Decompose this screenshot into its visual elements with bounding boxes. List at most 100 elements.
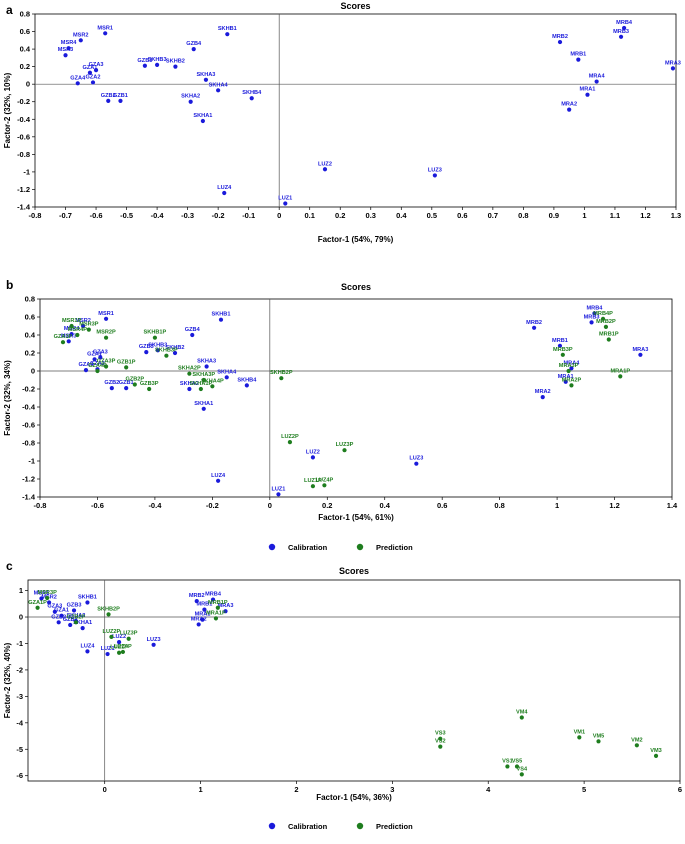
data-point-calibration-skha3-b bbox=[204, 364, 209, 369]
data-point-prediction-luz1p-b bbox=[310, 484, 316, 489]
point-label-gza4-a: GZA4 bbox=[70, 75, 86, 81]
point-label-mrb1-a: MRB1 bbox=[570, 52, 586, 58]
point-label-skhb3p-b: SKHB3P bbox=[155, 348, 178, 354]
y-tick-label-b: -1.4 bbox=[22, 493, 36, 502]
point-label-mra4-b: MRA4 bbox=[564, 360, 581, 366]
legend-label-prediction-c: Prediction bbox=[376, 822, 413, 831]
point-label-msr3-b: MSR3 bbox=[61, 333, 77, 339]
data-point-calibration-gza3-c bbox=[52, 609, 57, 614]
data-point-calibration-mrb1-c bbox=[202, 607, 207, 612]
point-label-skhb1p-b: SKHB1P bbox=[144, 330, 167, 336]
point-label-gzb3-b: GZB3 bbox=[139, 344, 154, 350]
x-tick-label-c: 6 bbox=[678, 785, 682, 794]
point-label-skha3p-b: SKHA3P bbox=[192, 372, 215, 378]
point-label-skha1p-b: SKHA1P bbox=[190, 381, 213, 387]
point-label-gza3p-b: GZA3P bbox=[97, 359, 116, 365]
point-label-mrb3-b: MRB3 bbox=[584, 314, 600, 320]
x-tick-label-c: 4 bbox=[486, 785, 491, 794]
point-label-msr2-a: MSR2 bbox=[73, 32, 89, 38]
data-point-calibration-mrb4-c bbox=[210, 597, 216, 602]
point-label-mrb3-a: MRB3 bbox=[613, 29, 629, 35]
x-tick-label-a: -0.7 bbox=[59, 211, 72, 220]
data-point-calibration-skhb1-b bbox=[218, 317, 224, 322]
point-label-mra3-b: MRA3 bbox=[632, 347, 648, 353]
y-tick-label-b: -0.6 bbox=[22, 421, 35, 430]
data-point-prediction-msr4p-b bbox=[75, 332, 80, 338]
data-point-calibration-skhb1-a bbox=[225, 32, 230, 37]
point-label-skhb1-b: SKHB1 bbox=[211, 312, 230, 318]
data-point-calibration-msr1-b bbox=[103, 316, 109, 321]
data-point-calibration-mra3-c bbox=[223, 609, 228, 614]
point-label-skhb2p-c: SKHB2P bbox=[97, 606, 120, 612]
point-label-gzb1-a: GZB1 bbox=[113, 93, 128, 99]
point-label-mra3-c: MRA3 bbox=[218, 603, 234, 609]
x-tick-label-c: 1 bbox=[199, 785, 203, 794]
data-point-calibration-gza4-a bbox=[75, 81, 80, 86]
point-label-gzb1-b: GZB1 bbox=[119, 380, 134, 386]
data-point-prediction-vs5-c bbox=[514, 764, 520, 769]
point-label-gza4-b: GZA4 bbox=[79, 362, 95, 368]
data-point-calibration-msr2-a bbox=[78, 38, 83, 43]
data-point-calibration-gzb4-b bbox=[190, 332, 195, 338]
x-tick-label-c: 0 bbox=[103, 785, 107, 794]
point-label-gzb3p-b: GZB3P bbox=[140, 381, 159, 387]
data-point-calibration-skhb3-a bbox=[154, 62, 160, 67]
x-tick-label-a: -0.2 bbox=[212, 211, 225, 220]
data-point-prediction-mra2p-b bbox=[569, 383, 574, 388]
y-tick-label-a: -0.6 bbox=[17, 132, 30, 141]
x-tick-label-b: 1 bbox=[555, 501, 559, 510]
data-point-calibration-msr3-a bbox=[63, 53, 68, 58]
point-label-mrb4-a: MRB4 bbox=[616, 20, 633, 26]
data-point-calibration-msr3-b bbox=[66, 339, 71, 344]
point-label-mrb4-c: MRB4 bbox=[205, 592, 222, 598]
data-point-calibration-luz3-a bbox=[432, 173, 437, 178]
point-label-mrb4p-b: MRB4P bbox=[593, 311, 613, 317]
point-label-vm4-c: VM4 bbox=[516, 710, 528, 716]
data-point-prediction-vm1-c bbox=[577, 735, 582, 740]
point-label-gzb1-c: GZB1 bbox=[63, 617, 78, 623]
x-tick-label-a: 0.2 bbox=[335, 211, 345, 220]
data-point-calibration-mra2-c bbox=[196, 622, 201, 627]
data-point-calibration-luz2-a bbox=[322, 167, 328, 172]
legend-label-calibration-c: Calibration bbox=[288, 822, 328, 831]
data-point-calibration-mra2-b bbox=[540, 395, 545, 400]
data-point-calibration-mrb4-b bbox=[592, 311, 597, 316]
data-point-prediction-mra3p-b bbox=[566, 368, 571, 374]
point-label-luz2-b: LUZ2 bbox=[306, 449, 320, 455]
data-point-calibration-luz2-b bbox=[310, 455, 316, 460]
point-label-gza1-a: GZA1 bbox=[82, 65, 97, 71]
point-label-skha2-b: SKHA2 bbox=[180, 381, 199, 387]
data-point-prediction-mrb1p-c bbox=[215, 605, 220, 610]
point-label-mra2p-b: MRA2P bbox=[562, 377, 582, 383]
data-point-calibration-luz1-c bbox=[105, 651, 110, 657]
data-point-prediction-gza1p-b bbox=[60, 340, 66, 345]
data-point-calibration-gzb2-b bbox=[109, 386, 114, 391]
point-label-skhb4-a: SKHB4 bbox=[242, 90, 262, 96]
point-label-luz4p-c: LUZ4P bbox=[114, 644, 132, 650]
data-point-calibration-gzb3-b bbox=[144, 350, 149, 355]
point-label-mra3p-b: MRA3P bbox=[559, 363, 579, 369]
x-tick-label-c: 2 bbox=[294, 785, 298, 794]
data-point-prediction-luz1p-c bbox=[116, 650, 122, 655]
x-tick-label-b: -0.8 bbox=[34, 501, 47, 510]
point-label-mra2-a: MRA2 bbox=[561, 102, 577, 108]
point-label-luz2-a: LUZ2 bbox=[318, 161, 332, 167]
point-label-gzb2p-b: GZB2P bbox=[125, 377, 144, 383]
data-point-calibration-skha2-a bbox=[188, 99, 193, 104]
point-label-luz3p-c: LUZ3P bbox=[120, 631, 138, 637]
legend-marker-calibration-b bbox=[268, 543, 276, 551]
point-label-mrb2-c: MRB2 bbox=[189, 593, 205, 599]
x-tick-label-c: 5 bbox=[582, 785, 586, 794]
y-tick-label-b: -1 bbox=[28, 457, 35, 466]
y-tick-label-c: -6 bbox=[16, 771, 23, 780]
data-point-calibration-mrb2-b bbox=[532, 325, 537, 330]
x-axis-label-c: Factor-1 (54%, 36%) bbox=[316, 793, 392, 802]
data-point-calibration-mra4-a bbox=[594, 79, 599, 84]
y-axis-label-a: Factor-2 (32%, 10%) bbox=[3, 72, 12, 148]
data-point-calibration-gzb1-b bbox=[124, 386, 129, 391]
data-point-calibration-msr1-a bbox=[103, 31, 108, 36]
point-label-msr3p-c: MSR3P bbox=[38, 590, 58, 596]
point-label-mra1-a: MRA1 bbox=[580, 87, 596, 93]
data-point-prediction-gzb2p-b bbox=[132, 382, 137, 387]
y-tick-label-a: 0.2 bbox=[20, 62, 30, 71]
